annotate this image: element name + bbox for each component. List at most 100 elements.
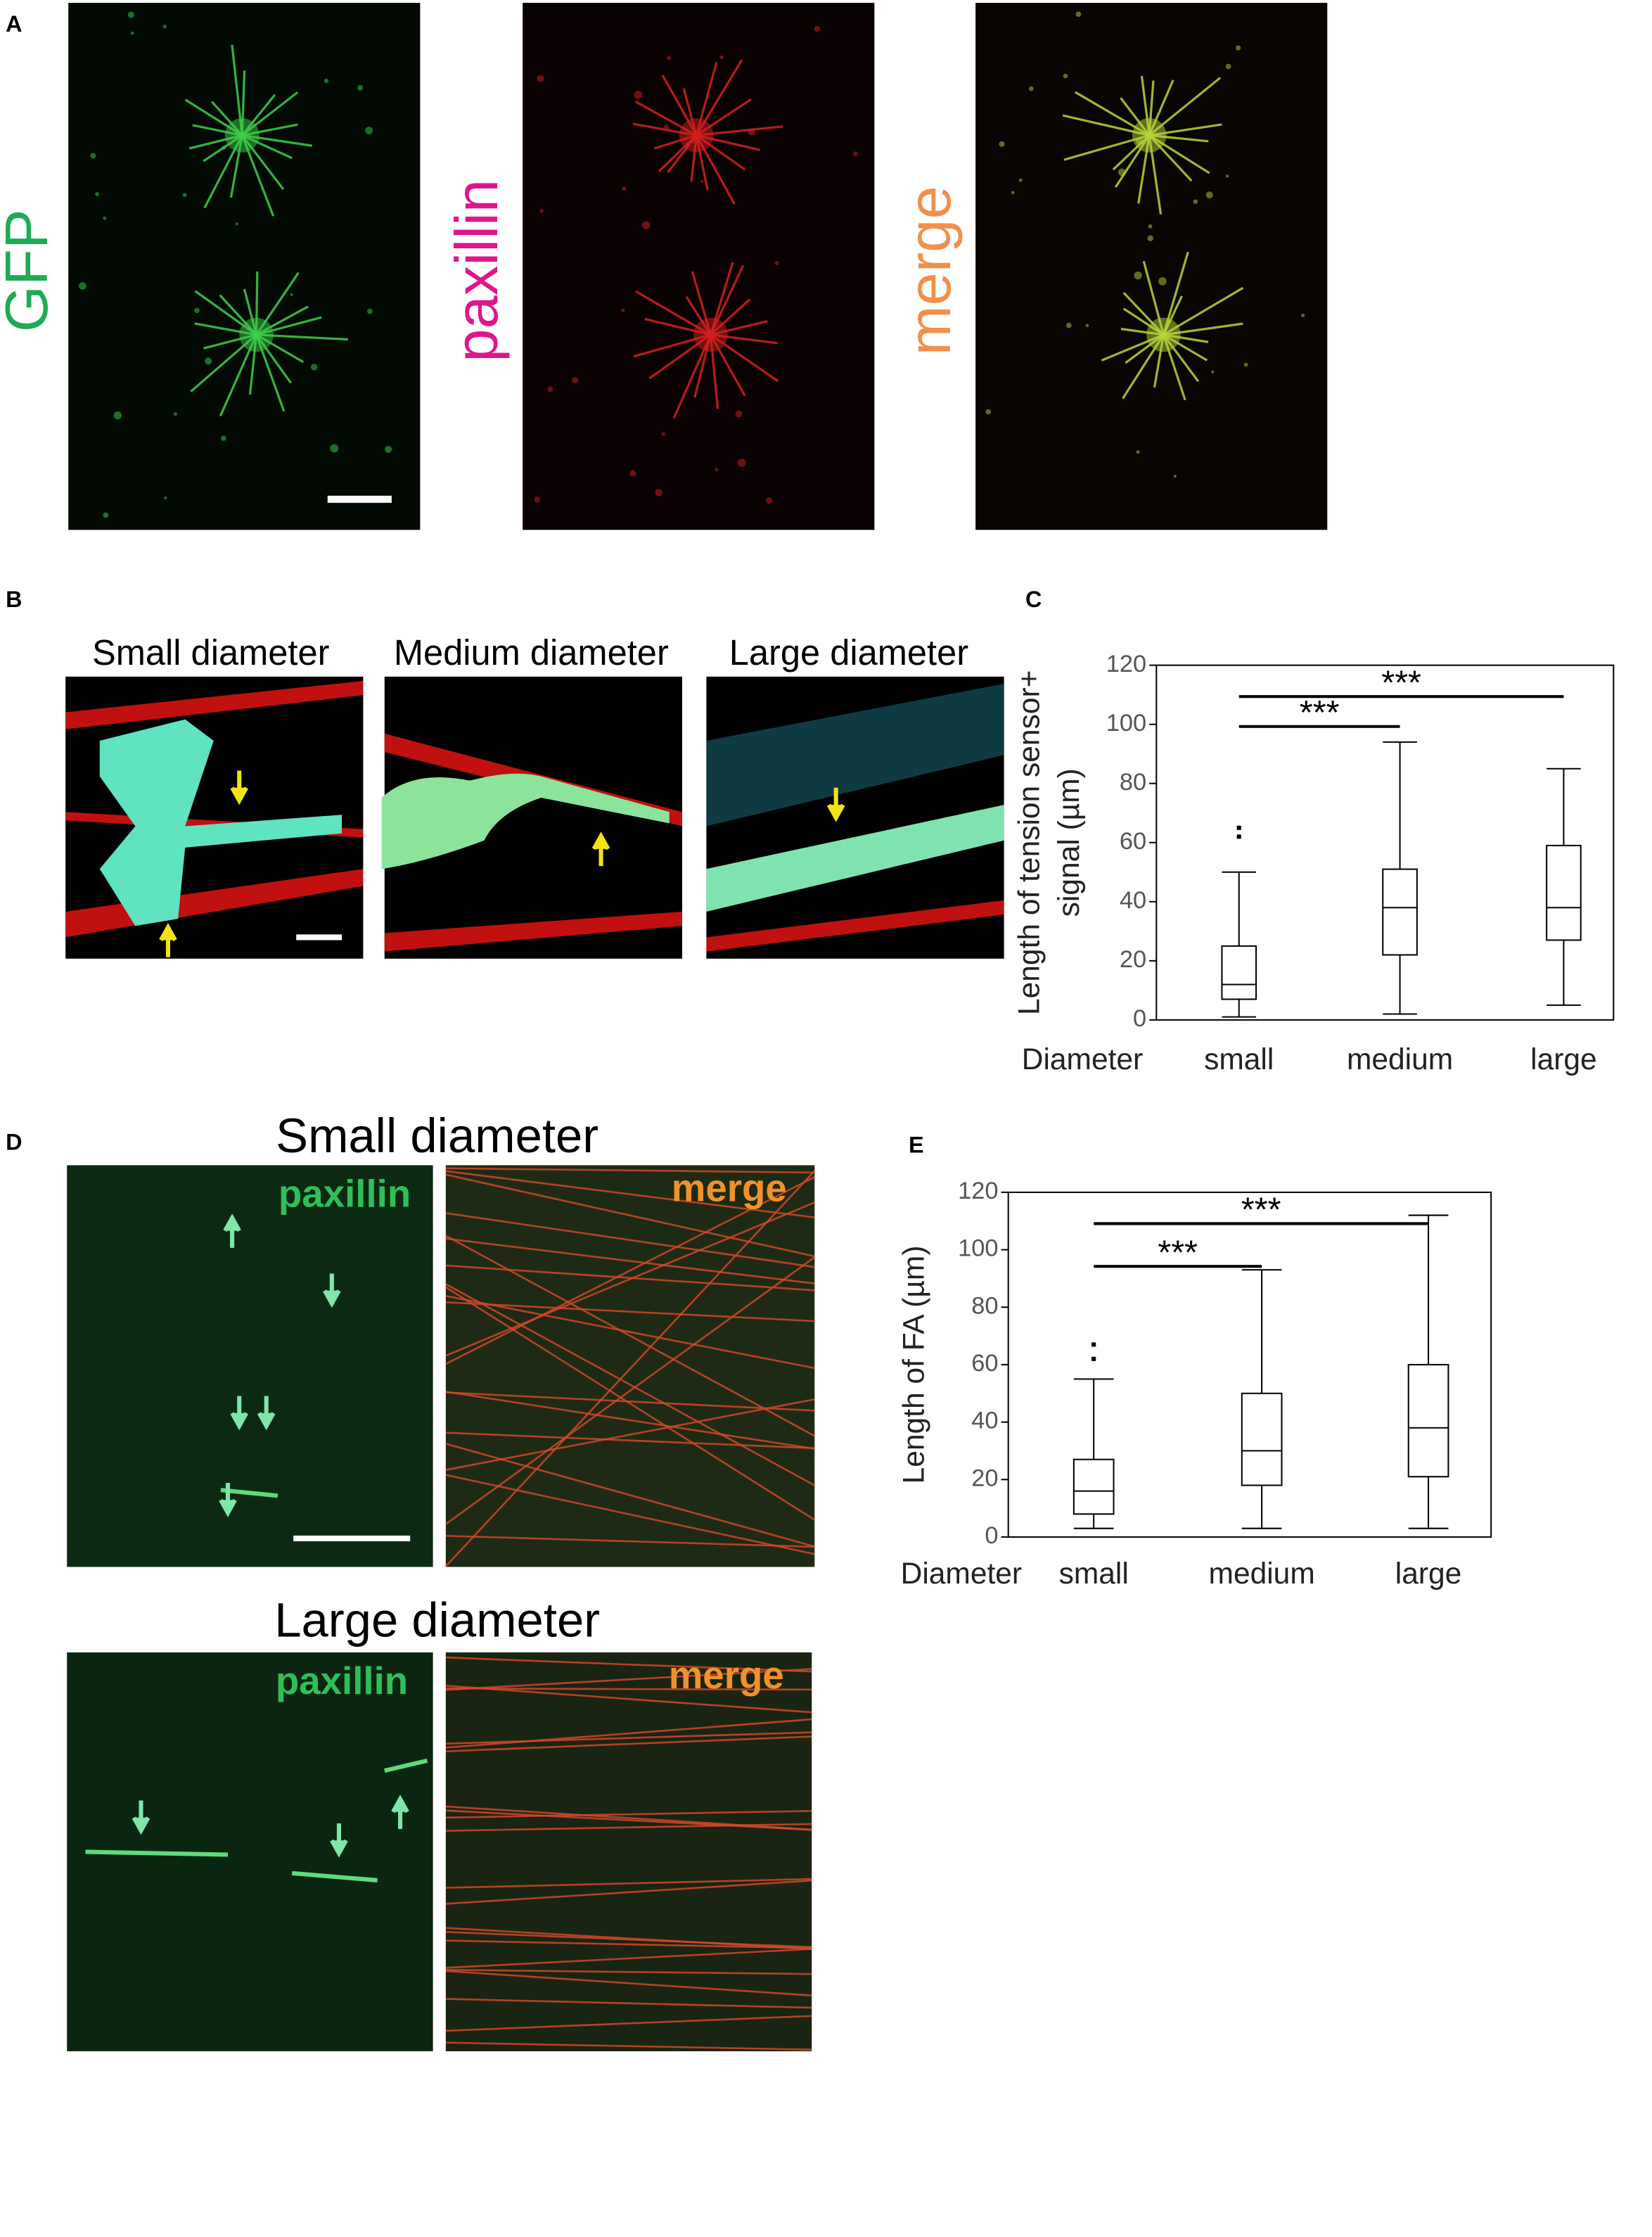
arrow — [159, 922, 177, 957]
cell-body — [679, 118, 714, 153]
fiber — [445, 1264, 815, 1292]
fiber — [445, 1731, 812, 1745]
puncta — [1018, 178, 1023, 182]
y-tick-label: 120 — [1106, 651, 1146, 677]
micrograph — [523, 3, 875, 530]
puncta — [162, 25, 167, 29]
puncta — [1148, 224, 1153, 229]
puncta — [1085, 324, 1089, 327]
micrograph-row — [68, 3, 1328, 530]
x-tick-label: large — [1530, 1043, 1597, 1076]
puncta — [715, 467, 719, 471]
cell-body — [1146, 317, 1181, 352]
fiber — [445, 1880, 812, 1905]
fiber — [445, 1685, 812, 1714]
box — [1221, 945, 1257, 1000]
puncta — [621, 308, 625, 312]
puncta — [814, 25, 820, 32]
fiber — [445, 1283, 815, 1486]
y-tick-label: 120 — [958, 1178, 998, 1204]
arrow — [230, 1396, 248, 1431]
puncta — [1028, 86, 1034, 91]
puncta — [719, 55, 724, 60]
puncta — [691, 138, 696, 144]
fiber — [445, 1927, 812, 1950]
x-tick-label: small — [1204, 1043, 1274, 1076]
arrows — [132, 1213, 409, 1858]
y-tick-label: 0 — [1133, 1005, 1146, 1032]
scale-bar — [293, 1535, 411, 1542]
fiber — [706, 900, 1004, 952]
y-tick-label: 80 — [971, 1292, 998, 1319]
puncta — [1225, 63, 1231, 70]
channel-label: paxillin — [276, 1659, 408, 1702]
fiber — [445, 2041, 812, 2051]
box — [1072, 1458, 1115, 1515]
puncta — [1011, 191, 1015, 195]
puncta — [622, 186, 627, 191]
cell-body — [224, 118, 260, 153]
puncta — [1063, 73, 1068, 79]
puncta — [1136, 450, 1140, 454]
fiber — [445, 1998, 812, 2009]
puncta — [999, 141, 1005, 147]
outlier — [1236, 825, 1241, 830]
fiber — [445, 1718, 812, 1749]
channel-label: merge — [669, 1654, 784, 1697]
cell-body — [693, 317, 728, 352]
puncta — [357, 84, 364, 91]
puncta — [1136, 137, 1144, 146]
puncta — [641, 221, 651, 229]
puncta — [90, 153, 96, 159]
fiber — [445, 1170, 815, 1218]
fiber — [445, 1970, 812, 1996]
significance-label: *** — [1300, 694, 1340, 732]
x-axis-label: Diameter — [1022, 1043, 1143, 1076]
cell — [706, 683, 1004, 827]
fiber — [445, 1167, 815, 1174]
box — [1407, 1363, 1449, 1478]
fiber — [384, 911, 682, 952]
puncta — [1066, 322, 1072, 329]
fiber — [445, 1391, 815, 1412]
channel-label: merge — [897, 186, 963, 355]
adhesion — [384, 1758, 428, 1773]
fiber — [445, 1656, 812, 1673]
scale-bar — [327, 495, 392, 503]
fiber — [445, 1687, 812, 1691]
puncta — [173, 412, 178, 416]
puncta — [655, 489, 663, 497]
puncta — [1235, 45, 1241, 51]
puncta — [667, 56, 671, 60]
puncta — [1301, 313, 1305, 318]
significance-label: *** — [1158, 1234, 1198, 1272]
arrow — [230, 770, 248, 805]
arrow — [330, 1823, 348, 1858]
panel-label: B — [6, 587, 22, 612]
box — [1241, 1392, 1283, 1486]
channel-label: merge — [672, 1166, 787, 1209]
x-tick-label: medium — [1209, 1557, 1315, 1591]
fiber — [445, 1948, 812, 1969]
fiber — [445, 1735, 812, 1752]
outlier — [1236, 834, 1241, 839]
puncta — [537, 75, 544, 82]
y-tick-label: 20 — [1120, 946, 1146, 973]
puncta — [1158, 277, 1167, 286]
panel-label: D — [6, 1130, 22, 1155]
y-axis-label: Length of FA (µm) — [897, 1246, 930, 1484]
channel-label: paxillin — [278, 1172, 411, 1215]
puncta — [103, 512, 109, 518]
fiber — [445, 1668, 812, 1691]
adhesion — [85, 1849, 229, 1857]
charts: 0 20 40 60 80 100 120 Length of tension sensor+… — [897, 651, 1615, 1591]
y-tick-label: 60 — [971, 1350, 998, 1377]
outlier — [1091, 1356, 1096, 1361]
puncta — [385, 445, 392, 453]
puncta — [290, 293, 293, 297]
cell — [99, 719, 342, 926]
adhesion — [220, 1488, 278, 1498]
fiber — [445, 1432, 815, 1450]
x-tick-label: medium — [1347, 1043, 1453, 1076]
